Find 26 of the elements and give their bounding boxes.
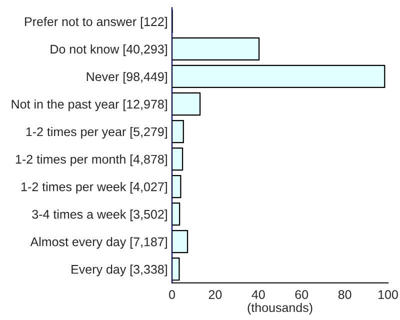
bar (172, 202, 180, 226)
bar (172, 147, 184, 171)
y-tick-label: Every day [3,338] (72, 264, 167, 276)
y-tick-label: 1-2 times per week [4,027] (22, 182, 167, 194)
y-tick-label: Almost every day [7,187] (30, 237, 167, 249)
y-tick-label: 1-2 times per year [5,279] (26, 126, 167, 139)
x-axis-title: (thousands) (248, 302, 312, 315)
bar (172, 92, 201, 116)
bar (172, 174, 182, 198)
y-tick-label: 1-2 times per month [4,878] (16, 154, 167, 166)
y-tick-label: Not in the past year [12,978] (12, 99, 167, 112)
x-tick-label: 20 (208, 290, 222, 300)
x-tick-label: 100 (378, 290, 398, 300)
bar (172, 230, 188, 254)
y-tick-label: 3-4 times a week [3,502] (32, 210, 167, 222)
bar (172, 64, 386, 88)
x-tick-label: 60 (295, 290, 308, 300)
y-tick-label: Do not know [40,293] (50, 44, 167, 56)
x-tick-label: 80 (338, 290, 352, 300)
bar (172, 258, 180, 281)
bar (172, 120, 184, 144)
y-tick-label: Prefer not to answer [122] (25, 16, 167, 29)
x-tick-label: 40 (252, 290, 265, 300)
bar (172, 37, 260, 61)
y-tick-label: Never [98,449] (86, 72, 167, 84)
x-tick-label: 0 (169, 290, 175, 300)
